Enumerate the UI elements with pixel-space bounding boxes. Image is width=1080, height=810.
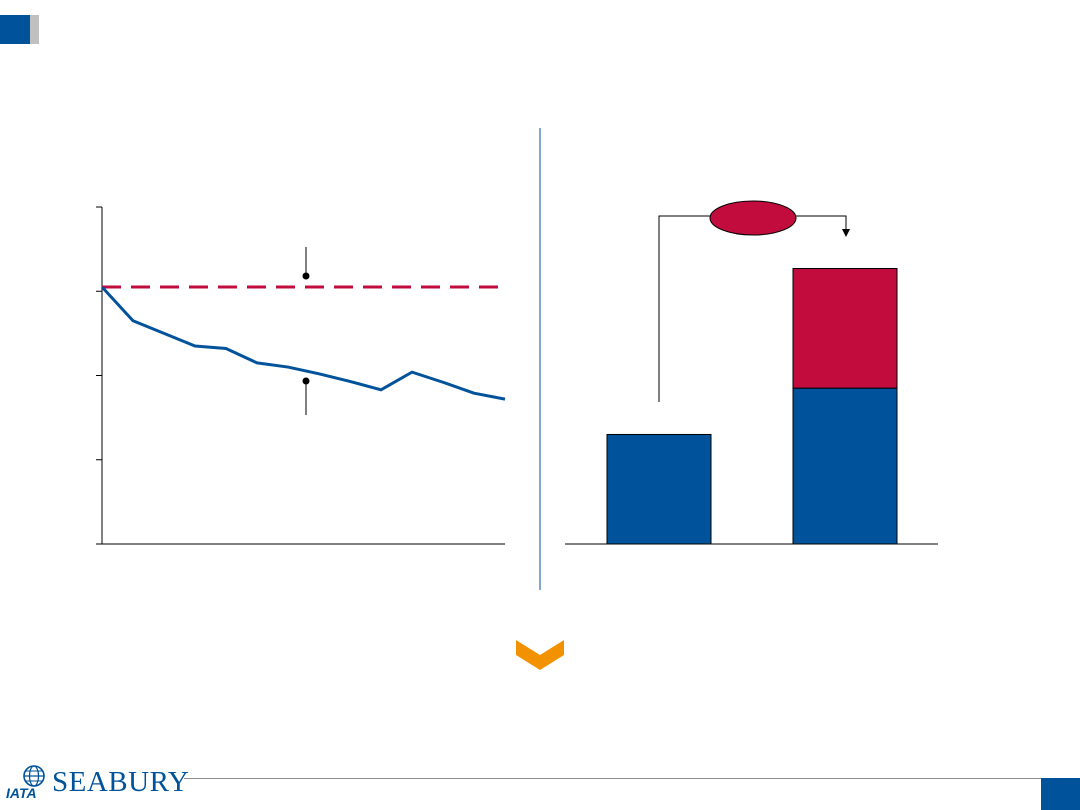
bar-chart bbox=[565, 200, 938, 545]
corner-mark-blue bbox=[0, 15, 30, 44]
corner-mark bbox=[0, 15, 39, 44]
logo-sub-text: IATA bbox=[6, 785, 37, 801]
bar-1-segment-0 bbox=[792, 387, 898, 545]
bar-chart-bars bbox=[606, 268, 898, 545]
footer-rule bbox=[184, 778, 1080, 779]
page-number-box bbox=[1041, 778, 1080, 810]
callout-ellipse bbox=[709, 200, 797, 236]
solid-callout-dot bbox=[302, 377, 310, 385]
globe-icon: IATA bbox=[6, 765, 45, 801]
callout-bracket-right bbox=[796, 215, 847, 230]
callout-arrowhead bbox=[842, 229, 850, 237]
line-chart bbox=[96, 206, 506, 545]
logo-wordmark: SEABURY bbox=[52, 765, 190, 798]
line-chart-callout-markers bbox=[302, 247, 310, 415]
solid-series-line bbox=[100, 286, 506, 401]
bar-0-segment-0 bbox=[606, 433, 712, 545]
seabury-iata-logo: IATA SEABURY bbox=[4, 763, 189, 801]
line-chart-y-ticks bbox=[96, 206, 102, 545]
dashed-callout-dot bbox=[302, 272, 310, 280]
line-chart-series bbox=[100, 285, 506, 401]
corner-mark-grey bbox=[30, 15, 39, 44]
bar-1-segment-1 bbox=[792, 268, 898, 389]
callout-bracket bbox=[658, 215, 710, 402]
bar-chart-callout bbox=[658, 200, 850, 402]
chevron-down-icon bbox=[516, 640, 564, 670]
